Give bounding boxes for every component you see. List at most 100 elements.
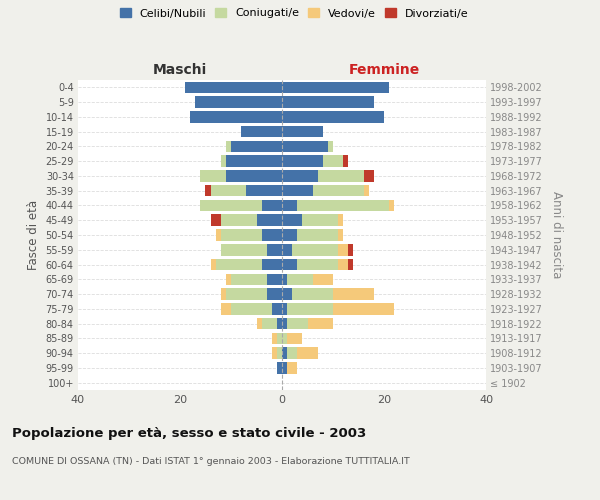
Bar [282, 82, 389, 93]
Bar [282, 170, 318, 181]
Bar [302, 214, 338, 226]
Bar [272, 348, 277, 359]
Bar [338, 214, 343, 226]
Bar [282, 259, 298, 270]
Bar [282, 140, 328, 152]
Bar [298, 229, 338, 241]
Bar [221, 156, 226, 167]
Bar [287, 348, 298, 359]
Bar [343, 156, 349, 167]
Legend: Celibi/Nubili, Coniugati/e, Vedovi/e, Divorziati/e: Celibi/Nubili, Coniugati/e, Vedovi/e, Di… [119, 8, 469, 18]
Bar [221, 214, 257, 226]
Bar [216, 259, 262, 270]
Bar [282, 288, 292, 300]
Bar [277, 332, 282, 344]
Bar [338, 244, 349, 256]
Bar [287, 318, 308, 330]
Bar [287, 274, 313, 285]
Bar [282, 126, 323, 138]
Bar [221, 229, 262, 241]
Bar [298, 348, 318, 359]
Bar [349, 244, 353, 256]
Bar [262, 200, 282, 211]
Bar [282, 214, 302, 226]
Bar [190, 111, 282, 122]
Bar [206, 185, 211, 196]
Bar [292, 244, 338, 256]
Bar [282, 96, 374, 108]
Bar [282, 303, 287, 314]
Bar [282, 244, 292, 256]
Text: Femmine: Femmine [349, 63, 419, 77]
Bar [241, 126, 282, 138]
Bar [323, 156, 343, 167]
Bar [226, 274, 231, 285]
Bar [226, 170, 282, 181]
Bar [277, 362, 282, 374]
Bar [231, 303, 272, 314]
Bar [282, 362, 287, 374]
Bar [231, 274, 267, 285]
Bar [226, 140, 231, 152]
Bar [272, 332, 277, 344]
Bar [221, 288, 226, 300]
Bar [272, 303, 282, 314]
Bar [282, 229, 298, 241]
Bar [282, 274, 287, 285]
Bar [211, 214, 221, 226]
Bar [333, 288, 374, 300]
Bar [196, 96, 282, 108]
Bar [338, 229, 343, 241]
Bar [262, 318, 277, 330]
Y-axis label: Fasce di età: Fasce di età [27, 200, 40, 270]
Bar [364, 185, 369, 196]
Bar [282, 185, 313, 196]
Bar [287, 303, 333, 314]
Bar [287, 332, 302, 344]
Bar [185, 82, 282, 93]
Bar [226, 156, 282, 167]
Bar [257, 318, 262, 330]
Bar [287, 362, 298, 374]
Bar [200, 200, 262, 211]
Bar [267, 288, 282, 300]
Bar [200, 170, 226, 181]
Bar [333, 303, 394, 314]
Bar [267, 244, 282, 256]
Bar [298, 200, 389, 211]
Bar [262, 229, 282, 241]
Bar [313, 274, 333, 285]
Bar [313, 185, 364, 196]
Bar [282, 111, 384, 122]
Bar [308, 318, 333, 330]
Y-axis label: Anni di nascita: Anni di nascita [550, 192, 563, 278]
Bar [338, 259, 349, 270]
Bar [389, 200, 394, 211]
Bar [298, 259, 338, 270]
Text: Maschi: Maschi [153, 63, 207, 77]
Bar [226, 288, 267, 300]
Bar [328, 140, 333, 152]
Bar [318, 170, 364, 181]
Text: Popolazione per età, sesso e stato civile - 2003: Popolazione per età, sesso e stato civil… [12, 428, 366, 440]
Bar [231, 140, 282, 152]
Bar [282, 332, 287, 344]
Bar [211, 259, 216, 270]
Bar [282, 318, 287, 330]
Bar [221, 244, 267, 256]
Bar [216, 229, 221, 241]
Bar [282, 348, 287, 359]
Bar [257, 214, 282, 226]
Bar [221, 303, 231, 314]
Bar [267, 274, 282, 285]
Bar [282, 156, 323, 167]
Bar [349, 259, 353, 270]
Bar [364, 170, 374, 181]
Text: COMUNE DI OSSANA (TN) - Dati ISTAT 1° gennaio 2003 - Elaborazione TUTTITALIA.IT: COMUNE DI OSSANA (TN) - Dati ISTAT 1° ge… [12, 458, 410, 466]
Bar [211, 185, 247, 196]
Bar [292, 288, 333, 300]
Bar [262, 259, 282, 270]
Bar [247, 185, 282, 196]
Bar [277, 318, 282, 330]
Bar [277, 348, 282, 359]
